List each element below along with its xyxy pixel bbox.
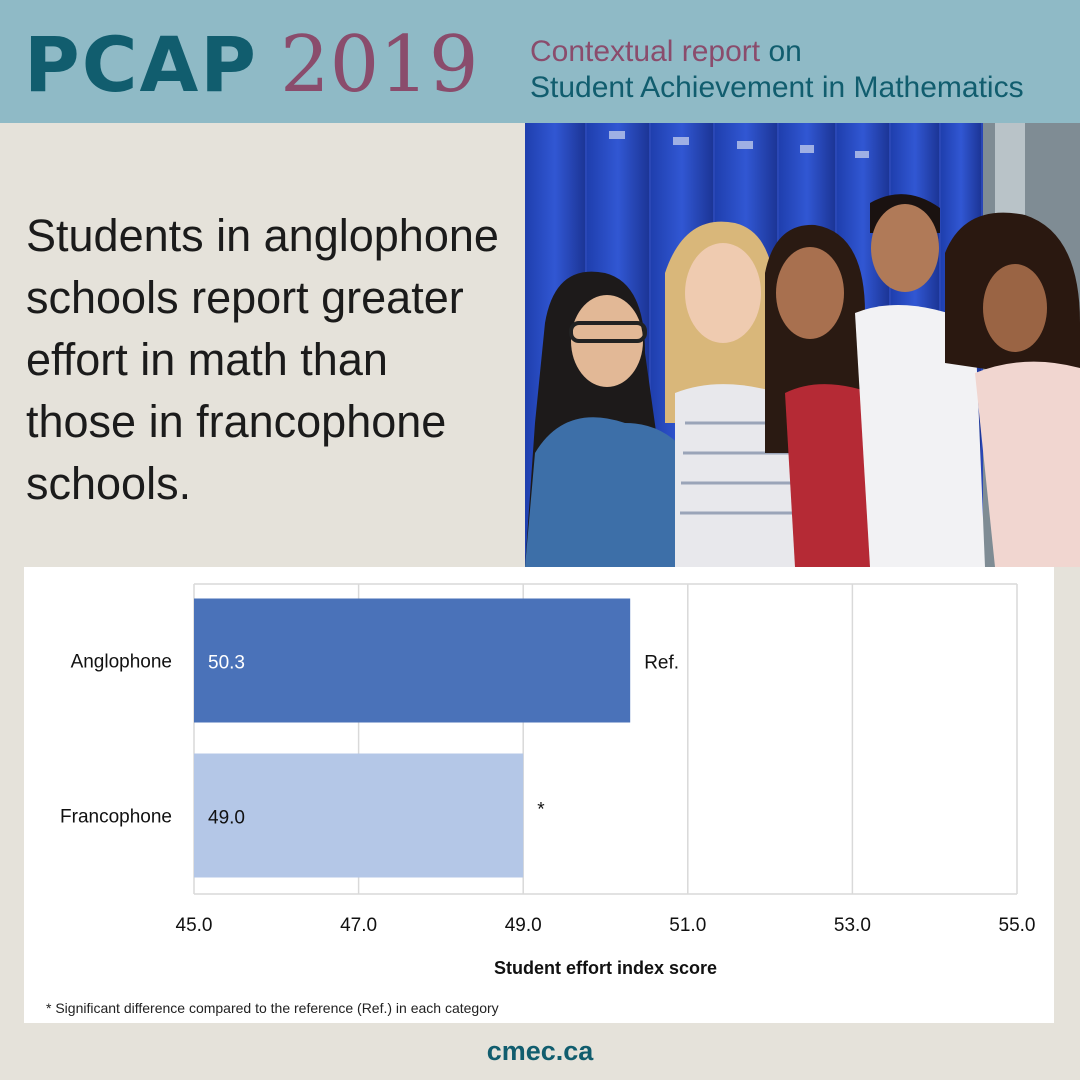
cmec-website[interactable]: cmec.ca: [486, 1036, 594, 1066]
significance-label-francophone: *: [537, 800, 545, 821]
category-label-anglophone: Anglophone: [71, 652, 172, 673]
x-tick-label-5: 55.0: [999, 915, 1036, 936]
header-banner: PCAP 2019 Contextual report on Student A…: [0, 0, 1080, 123]
students-photo-illustration: [525, 123, 1080, 567]
bar-anglophone: [194, 598, 631, 723]
value-label-francophone: 49.0: [208, 808, 245, 829]
report-subtitle: Contextual report on Student Achievement…: [530, 34, 1024, 106]
effort-bar-chart: 45.0 47.0 49.0 51.0 53.0 55.0 Anglophone 50.3 Re…: [60, 583, 1036, 978]
effort-chart-card: 45.0 47.0 49.0 51.0 53.0 55.0 Anglophone 50.3 Re…: [24, 567, 1054, 1023]
subtitle-accent: Contextual report: [530, 35, 761, 68]
chart-footnote: * Significant difference compared to the…: [46, 1000, 499, 1016]
students-photo: [525, 123, 1080, 567]
logo-year-text: 2019: [280, 20, 479, 110]
pcap-logo: PCAP 2019: [24, 20, 479, 110]
category-label-francophone: Francophone: [60, 807, 172, 828]
value-label-anglophone: 50.3: [208, 653, 245, 674]
subtitle-line2: Student Achievement in Mathematics: [530, 71, 1024, 104]
significance-label-anglophone: Ref.: [644, 653, 679, 674]
headline-text: Students in anglophone schools report gr…: [26, 210, 499, 509]
bar-francophone: [194, 753, 524, 878]
students: [525, 194, 1080, 567]
x-tick-label-3: 51.0: [669, 915, 706, 936]
x-tick-label-2: 49.0: [505, 915, 542, 936]
x-axis-title: Student effort index score: [494, 958, 717, 978]
x-tick-label-0: 45.0: [176, 915, 213, 936]
x-tick-label-4: 53.0: [834, 915, 871, 936]
x-tick-label-1: 47.0: [340, 915, 377, 936]
logo-pcap-text: PCAP: [24, 20, 258, 109]
subtitle-on: on: [760, 35, 802, 68]
